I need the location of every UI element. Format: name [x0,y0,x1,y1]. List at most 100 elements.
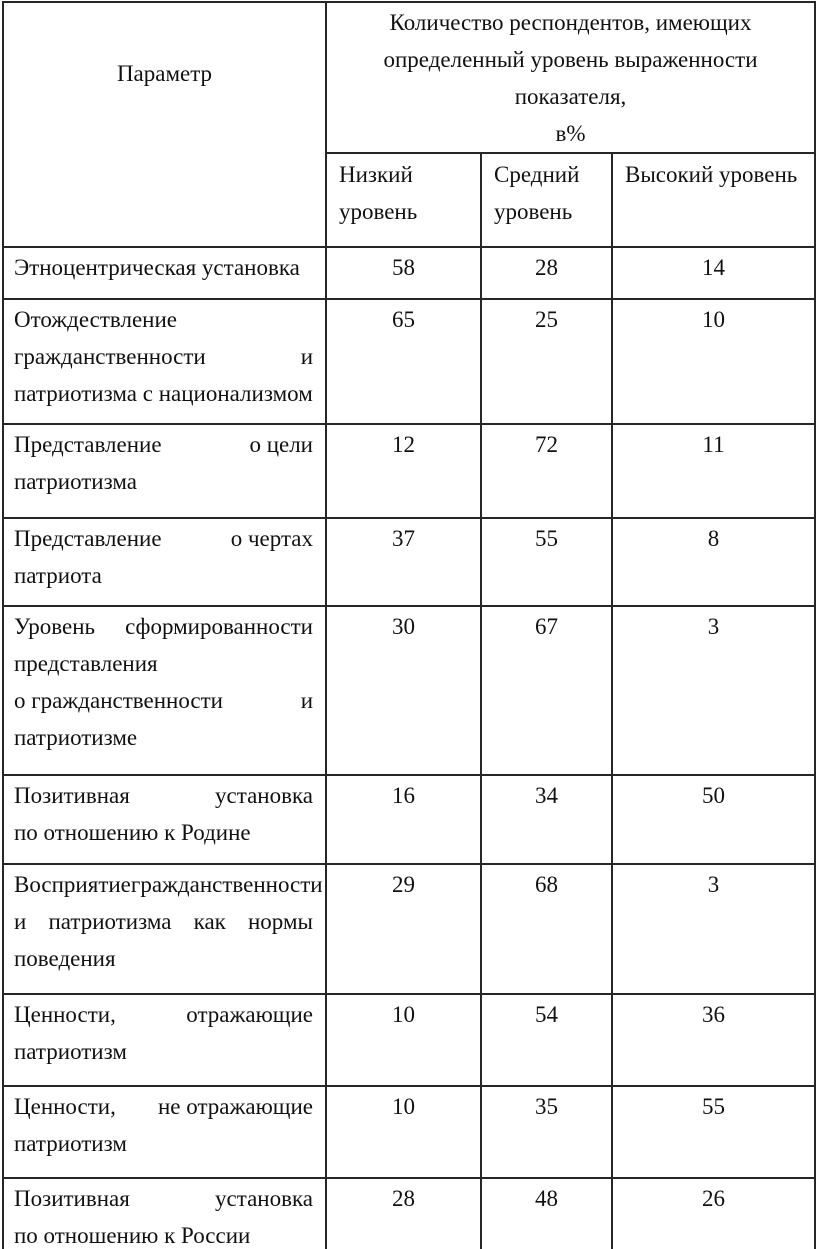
parameter-word: Ценности, [14,1002,116,1027]
header-parameter: Параметр [2,1,327,248]
value-cell: 30 [325,605,482,776]
value-cell: 10 [325,1085,482,1179]
header-row-levels: Низкий уровень Средний уровень Высокий у… [3,152,816,248]
parameter-word: Уровень [14,614,95,639]
value-cell: 48 [480,1177,613,1249]
value-cell: 28 [325,1177,482,1249]
header-medium-level: Средний уровень [480,152,613,248]
parameter-word: установка [215,783,313,808]
parameter-word: о цели [249,432,313,457]
parameter-word: отражающие [186,1002,313,1027]
value-cell: 34 [480,774,613,865]
table-row: Отождествление гражданственности и патриоти… [2,298,816,425]
parameter-line: Отождествление [14,307,177,332]
value-cell: 67 [480,605,613,776]
value-cell: 72 [480,423,613,519]
parameter-line: Позитивная установка [14,1180,313,1217]
parameter-line: и патриотизма как нормы [14,903,313,940]
parameter-line: Позитивная установка [14,777,313,814]
table-row: Позитивная установка по отношению к России… [2,1177,816,1249]
header-row-top: Параметр Количество респондентов, имеющи… [2,1,816,248]
parameter-word: гражданственности [130,872,323,897]
value-cell: 12 [325,423,482,519]
value-cell: 10 [325,993,482,1087]
value-cell: 16 [325,774,482,865]
parameter-word: сформированности [125,614,313,639]
parameter-word: патриотизма [48,909,172,934]
table-row: Представление о чертах патриота 37 55 8 [2,517,816,607]
parameter-word: о чертах [230,526,313,551]
parameter-line: патриотизма с национализмом [14,381,313,406]
value-cell: 29 [325,863,482,995]
value-cell: 65 [325,298,482,425]
parameter-cell: Представление о чертах патриота [2,517,327,607]
parameter-line: Ценности, отражающие [14,996,313,1033]
parameter-line: патриота [14,563,102,588]
parameter-cell: Восприятие гражданственности и патриотизма к… [2,863,327,995]
parameter-line: о гражданственности и [14,682,313,719]
header-low-level: Низкий уровень [325,152,482,248]
value-cell: 14 [610,246,816,300]
value-cell: 8 [610,517,816,607]
parameter-cell: Уровень сформированности представления о гр… [2,605,327,776]
parameter-word: Позитивная [14,1186,130,1211]
value-cell: 3 [610,863,816,995]
table-row: Уровень сформированности представления о гр… [2,605,816,776]
header-high-level: Высокий уровень [610,152,816,248]
parameter-line: Ценности, не отражающие [14,1088,313,1125]
parameter-word: установка [215,1186,313,1211]
parameter-line: патриотизме [14,725,138,750]
value-cell: 37 [325,517,482,607]
parameter-line: патриотизм [14,1039,127,1064]
parameter-word: гражданственности [14,344,206,369]
parameter-line: Этноцентрическая установка [14,255,300,280]
parameter-cell: Ценности, не отражающие патриотизм [2,1085,327,1179]
table-header: Параметр Количество респондентов, имеющи… [2,1,816,248]
value-cell: 55 [480,517,613,607]
value-cell: 25 [480,298,613,425]
value-cell: 68 [480,863,613,995]
parameter-cell: Отождествление гражданственности и патриоти… [2,298,327,425]
parameter-cell: Ценности, отражающие патриотизм [2,993,327,1087]
parameter-word: Представление [14,432,162,457]
parameter-word: о гражданственности [14,688,223,713]
value-cell: 36 [610,993,816,1087]
parameter-line: Уровень сформированности [14,608,313,645]
parameter-cell: Представление о цели патриотизма [2,423,327,519]
table-row: Представление о цели патриотизма 12 72 11 [2,423,816,519]
value-cell: 35 [480,1085,613,1179]
parameter-word: Представление [14,526,162,551]
parameter-word: нормы [248,909,313,934]
parameter-word: не отражающие [157,1094,313,1119]
parameter-word: как [193,909,226,934]
value-cell: 10 [610,298,816,425]
value-cell: 28 [480,246,613,300]
parameter-word: и [300,688,313,713]
table-row: Ценности, не отражающие патриотизм 10 35 55 [2,1085,816,1179]
parameter-cell: Позитивная установка по отношению к России [2,1177,327,1249]
table-row: Этноцентрическая установка 58 28 14 [2,246,816,300]
table-row: Ценности, отражающие патриотизм 10 54 36 [2,993,816,1087]
parameter-line: гражданственности и [14,338,313,375]
parameter-cell: Позитивная установка по отношению к Родине [2,774,327,865]
parameter-line: Представление о цели [14,426,313,463]
parameter-cell: Этноцентрическая установка [2,246,327,300]
parameter-line: Представление о чертах [14,520,313,557]
parameter-line: патриотизм [14,1131,127,1156]
value-cell: 55 [610,1085,816,1179]
parameter-line: поведения [14,946,116,971]
value-cell: 58 [325,246,482,300]
parameter-line: представления [14,651,158,676]
parameter-word: и [14,909,27,934]
parameter-line: по отношению к России [14,1223,251,1248]
parameter-line: по отношению к Родине [14,820,251,845]
value-cell: 26 [610,1177,816,1249]
parameter-word: Позитивная [14,783,130,808]
parameter-line: патриотизма [14,469,137,494]
table-row: Позитивная установка по отношению к Родине… [2,774,816,865]
header-respondent-count: Количество респондентов, имеющих определ… [324,1,816,154]
value-cell: 54 [480,993,613,1087]
table-row: Восприятие гражданственности и патриотизма к… [2,863,816,995]
